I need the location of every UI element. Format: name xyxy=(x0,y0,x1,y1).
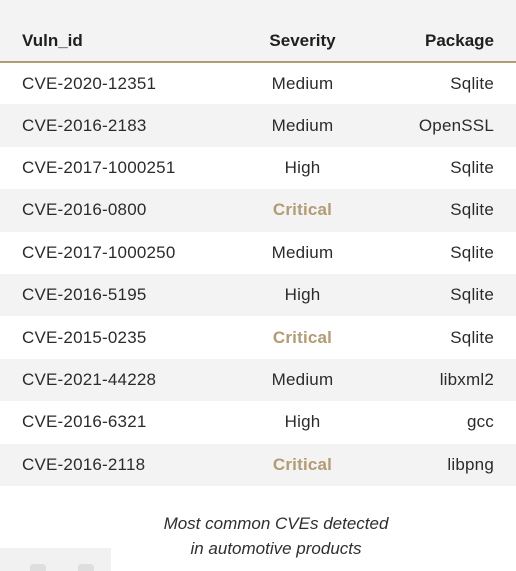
cell-vuln-id: CVE-2016-0800 xyxy=(22,200,147,220)
cell-package: Sqlite xyxy=(450,285,494,305)
table-row: CVE-2015-0235 Critical Sqlite xyxy=(0,316,516,359)
table-header-row: Vuln_id Severity Package xyxy=(0,20,516,63)
header-vuln-id[interactable]: Vuln_id xyxy=(0,20,220,63)
cell-vuln-id: CVE-2016-2183 xyxy=(22,115,147,135)
table-row: CVE-2016-0800 Critical Sqlite xyxy=(0,189,516,232)
header-package[interactable]: Package xyxy=(385,20,516,63)
cell-vuln-id: CVE-2016-5195 xyxy=(22,285,147,305)
cell-severity: High xyxy=(284,412,321,432)
cell-vuln-id: CVE-2015-0235 xyxy=(22,327,147,347)
cve-table: Vuln_id Severity Package CVE-2020-12351 … xyxy=(0,20,516,486)
table-row: CVE-2016-6321 High gcc xyxy=(0,401,516,444)
cell-severity: Medium xyxy=(271,242,334,262)
cell-package: Sqlite xyxy=(450,73,494,93)
table-row: CVE-2016-2118 Critical libpng xyxy=(0,443,516,486)
table-row: CVE-2021-44228 Medium libxml2 xyxy=(0,358,516,402)
cell-severity-critical: Critical xyxy=(272,454,333,474)
table-caption: Most common CVEs detected in automotive … xyxy=(0,511,516,561)
cell-package: Sqlite xyxy=(450,157,494,177)
cell-severity: Medium xyxy=(271,73,334,93)
caption-line-2: in automotive products xyxy=(190,539,362,558)
cell-package: Sqlite xyxy=(450,200,494,220)
table-row: CVE-2017-1000251 High Sqlite xyxy=(0,146,516,190)
cell-vuln-id: CVE-2021-44228 xyxy=(22,369,157,389)
corner-widget xyxy=(0,548,111,571)
cell-severity: Medium xyxy=(271,369,334,389)
cell-severity: High xyxy=(284,157,321,177)
cell-vuln-id: CVE-2017-1000250 xyxy=(22,242,176,262)
cell-vuln-id: CVE-2017-1000251 xyxy=(22,157,176,177)
cell-package: Sqlite xyxy=(450,327,494,347)
cell-package: libxml2 xyxy=(439,369,494,389)
table-body: CVE-2020-12351 Medium Sqlite CVE-2016-21… xyxy=(0,62,516,486)
caption-line-1: Most common CVEs detected xyxy=(163,514,389,533)
cell-severity: High xyxy=(284,285,321,305)
cell-severity: Medium xyxy=(271,115,334,135)
cell-vuln-id: CVE-2016-2118 xyxy=(22,454,146,474)
top-band xyxy=(0,0,516,20)
cell-severity-critical: Critical xyxy=(272,200,333,220)
table-row: CVE-2017-1000250 Medium Sqlite xyxy=(0,231,516,274)
cell-vuln-id: CVE-2020-12351 xyxy=(22,73,157,93)
cell-severity-critical: Critical xyxy=(272,327,333,347)
cell-vuln-id: CVE-2016-6321 xyxy=(22,412,147,432)
table-row: CVE-2020-12351 Medium Sqlite xyxy=(0,62,516,105)
cell-package: libpng xyxy=(447,454,494,474)
widget-icon xyxy=(30,564,46,571)
cell-package: Sqlite xyxy=(450,242,494,262)
table-row: CVE-2016-5195 High Sqlite xyxy=(0,273,516,317)
header-severity[interactable]: Severity xyxy=(220,20,385,63)
widget-icon xyxy=(78,564,94,571)
cell-package: gcc xyxy=(466,412,494,432)
cell-package: OpenSSL xyxy=(418,115,494,135)
table-row: CVE-2016-2183 Medium OpenSSL xyxy=(0,104,516,147)
